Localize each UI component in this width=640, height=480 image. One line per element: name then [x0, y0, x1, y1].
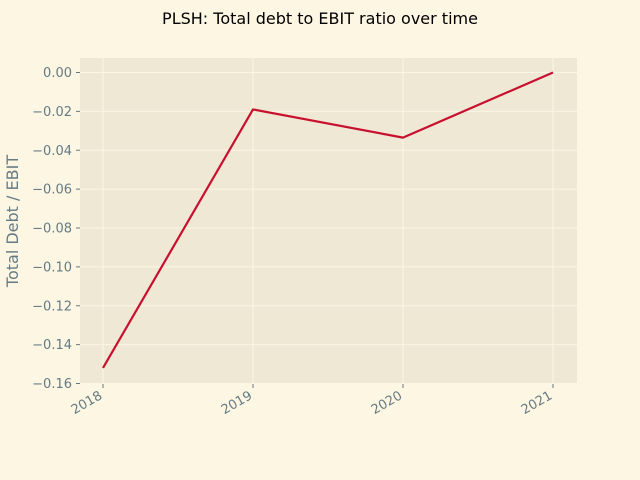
series-line [102, 71, 554, 369]
y-tick-label: −0.02 [32, 105, 72, 120]
x-axis: 2018 2019 2020 2021 [69, 384, 555, 418]
y-tick-label: −0.10 [32, 260, 72, 275]
series [102, 71, 554, 369]
x-tick-label: 2018 [69, 388, 105, 418]
y-tick-label: −0.06 [32, 183, 72, 198]
y-tick-label: −0.08 [32, 222, 72, 237]
x-tick-label: 2021 [519, 388, 555, 418]
y-axis: 0.00 −0.02 −0.04 −0.06 −0.08 −0.10 −0.12 −0.14 −… [32, 66, 80, 392]
y-tick-label: −0.16 [32, 377, 72, 392]
x-tick-label: 2020 [369, 388, 405, 418]
y-axis-label: Total Debt / EBIT [3, 155, 22, 288]
plot-area [80, 58, 577, 384]
y-tick-label: 0.00 [43, 66, 72, 81]
y-tick-label: −0.12 [32, 299, 72, 314]
chart-title: PLSH: Total debt to EBIT ratio over time [162, 9, 478, 28]
y-tick-label: −0.04 [32, 144, 72, 159]
x-tick-label: 2019 [219, 388, 255, 418]
y-tick-label: −0.14 [32, 338, 72, 353]
